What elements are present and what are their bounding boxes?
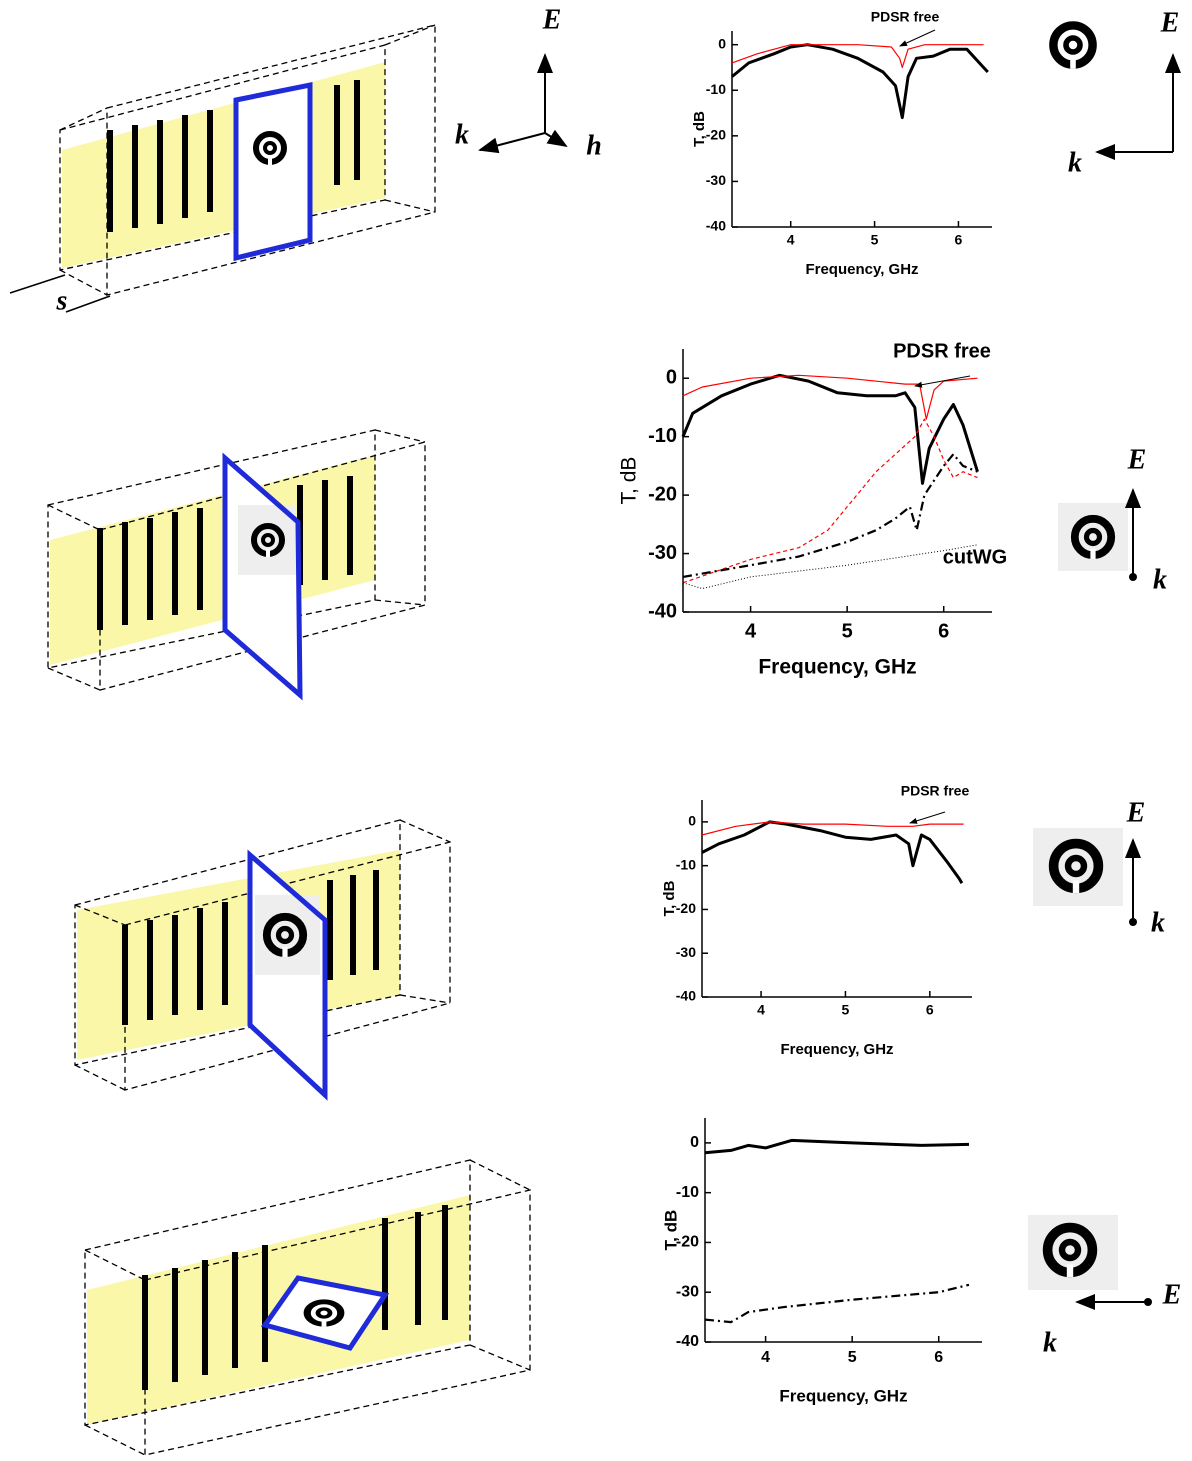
annotation-arrow xyxy=(899,29,936,47)
y-tick-label: -40 xyxy=(676,988,696,1004)
y-tick-label: 0 xyxy=(718,35,726,51)
y-axis-title: T, dB xyxy=(691,111,708,147)
annotation: cutWG xyxy=(943,546,1007,568)
x-tick-label: 6 xyxy=(926,1002,934,1018)
y-axis-title: T, dB xyxy=(661,880,678,916)
y-tick-label: -30 xyxy=(648,542,677,564)
series-line xyxy=(682,453,978,578)
x-axis-title: Frequency, GHz xyxy=(779,1386,907,1405)
x-tick-label: 5 xyxy=(871,232,879,248)
axis-label: k xyxy=(455,119,469,150)
y-tick-label: -40 xyxy=(676,1333,699,1350)
axis-label: E xyxy=(542,4,562,35)
diagram-2: E k xyxy=(47,429,1167,701)
series-line xyxy=(701,821,964,836)
diagram-1: s E k h E k xyxy=(9,4,1181,316)
series-line xyxy=(682,374,978,420)
annotation: PDSR free xyxy=(871,9,940,25)
inset-label: E xyxy=(1126,797,1146,828)
y-tick-label: 0 xyxy=(688,813,696,829)
x-axis-title: Frequency, GHz xyxy=(805,261,918,278)
inset-label: E xyxy=(1162,1279,1182,1310)
y-tick-label: -30 xyxy=(706,172,726,188)
y-tick-label: -30 xyxy=(676,1283,699,1300)
series-line xyxy=(701,820,964,884)
inset-label: k xyxy=(1068,147,1082,178)
series-line xyxy=(681,373,979,485)
diagram-3: E k xyxy=(74,797,1165,1101)
annotation: PDSR free xyxy=(893,340,991,362)
x-tick-label: 4 xyxy=(757,1002,765,1018)
y-tick-label: 0 xyxy=(690,1134,699,1151)
y-tick-label: -10 xyxy=(676,856,696,872)
x-tick-label: 4 xyxy=(745,620,757,642)
series-line xyxy=(704,1283,970,1324)
inset-label: k xyxy=(1153,564,1167,595)
inset-label: E xyxy=(1160,7,1180,38)
x-tick-label: 5 xyxy=(842,1002,850,1018)
series-line xyxy=(731,44,984,69)
y-tick-label: -30 xyxy=(676,944,696,960)
y-tick-label: 0 xyxy=(666,367,677,389)
y-axis-title: T, dB xyxy=(618,457,641,505)
y-axis-title: T, dB xyxy=(661,1210,680,1251)
inset-label: k xyxy=(1151,907,1165,938)
series-line xyxy=(682,418,978,584)
x-tick-label: 6 xyxy=(955,232,963,248)
y-tick-label: -40 xyxy=(648,600,677,622)
x-axis-title: Frequency, GHz xyxy=(758,656,916,679)
y-tick-label: -20 xyxy=(648,483,677,505)
x-tick-label: 6 xyxy=(934,1349,943,1366)
series-line xyxy=(682,544,978,590)
y-tick-label: -20 xyxy=(706,127,726,143)
annotation-arrow xyxy=(909,811,946,824)
series-line xyxy=(704,1138,970,1155)
x-tick-label: 6 xyxy=(938,620,949,642)
y-tick-label: -10 xyxy=(648,425,677,447)
x-tick-label: 5 xyxy=(842,620,853,642)
y-tick-label: -10 xyxy=(706,81,726,97)
x-tick-label: 4 xyxy=(787,232,795,248)
annotation-arrow xyxy=(914,375,971,388)
y-tick-label: -20 xyxy=(676,900,696,916)
inset-label: E xyxy=(1127,444,1147,475)
y-tick-label: -10 xyxy=(676,1184,699,1201)
x-tick-label: 5 xyxy=(848,1349,857,1366)
x-axis-title: Frequency, GHz xyxy=(780,1041,893,1058)
diagram-4: E k xyxy=(84,1159,1182,1456)
gap-label: s xyxy=(56,285,68,316)
x-tick-label: 4 xyxy=(761,1349,770,1366)
axis-label: h xyxy=(586,130,602,161)
y-tick-label: -20 xyxy=(676,1234,699,1251)
series-line xyxy=(731,43,989,120)
annotation: PDSR free xyxy=(901,783,970,799)
inset-label: k xyxy=(1043,1327,1057,1358)
y-tick-label: -40 xyxy=(706,218,726,234)
